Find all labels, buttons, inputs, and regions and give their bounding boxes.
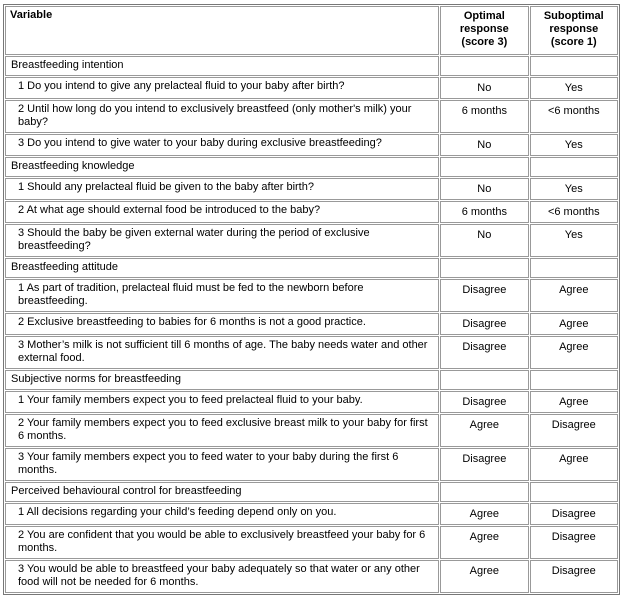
section-title: Breastfeeding intention [5, 56, 440, 76]
question: 2 Your family members expect you to feed… [5, 414, 440, 447]
optimal-response: Agree [440, 414, 529, 447]
optimal-response: Disagree [440, 313, 529, 335]
header-cell: Optimal response (score 3) [440, 6, 529, 55]
header-cell: Suboptimal response (score 1) [529, 6, 618, 55]
optimal-response: Disagree [440, 448, 529, 481]
question: 1 As part of tradition, prelacteal fluid… [5, 279, 440, 312]
header-cell: Variable [5, 6, 440, 55]
empty-cell [529, 370, 618, 390]
section-row: Perceived behavioural control for breast… [5, 482, 618, 502]
suboptimal-response: Yes [529, 77, 618, 99]
optimal-response: Disagree [440, 391, 529, 413]
item-row: 2 Exclusive breastfeeding to babies for … [5, 313, 618, 335]
empty-cell [440, 56, 529, 76]
optimal-response: 6 months [440, 100, 529, 133]
section-title: Breastfeeding attitude [5, 258, 440, 278]
item-row: 2 You are confident that you would be ab… [5, 526, 618, 559]
table-body: Breastfeeding intention 1 Do you intend t… [5, 56, 618, 593]
item-row: 1 As part of tradition, prelacteal fluid… [5, 279, 618, 312]
question: 1 All decisions regarding your child’s f… [5, 503, 440, 525]
section-title: Breastfeeding knowledge [5, 157, 440, 177]
question: 1 Your family members expect you to feed… [5, 391, 440, 413]
question: 2 At what age should external food be in… [5, 201, 440, 223]
suboptimal-response: Agree [529, 313, 618, 335]
suboptimal-response: Yes [529, 134, 618, 156]
section-row: Subjective norms for breastfeeding [5, 370, 618, 390]
optimal-response: No [440, 178, 529, 200]
suboptimal-response: Agree [529, 279, 618, 312]
suboptimal-response: Disagree [529, 503, 618, 525]
table: Variable Optimal response (score 3) Subo… [3, 4, 620, 595]
section-row: Breastfeeding attitude [5, 258, 618, 278]
empty-cell [440, 482, 529, 502]
suboptimal-response: Agree [529, 391, 618, 413]
suboptimal-response: Yes [529, 178, 618, 200]
section-title: Perceived behavioural control for breast… [5, 482, 440, 502]
header-row: Variable Optimal response (score 3) Subo… [5, 6, 618, 55]
optimal-response: Agree [440, 526, 529, 559]
question: 3 Do you intend to give water to your ba… [5, 134, 440, 156]
suboptimal-response: Disagree [529, 526, 618, 559]
optimal-response: 6 months [440, 201, 529, 223]
suboptimal-response: Yes [529, 224, 618, 257]
question: 3 Should the baby be given external wate… [5, 224, 440, 257]
item-row: 2 Your family members expect you to feed… [5, 414, 618, 447]
item-row: 1 All decisions regarding your child’s f… [5, 503, 618, 525]
item-row: 3 Mother’s milk is not sufficient till 6… [5, 336, 618, 369]
suboptimal-response: <6 months [529, 100, 618, 133]
item-row: 1 Do you intend to give any prelacteal f… [5, 77, 618, 99]
empty-cell [440, 370, 529, 390]
suboptimal-response: Agree [529, 336, 618, 369]
empty-cell [529, 157, 618, 177]
suboptimal-response: Disagree [529, 560, 618, 593]
item-row: 2 Until how long do you intend to exclus… [5, 100, 618, 133]
section-row: Breastfeeding knowledge [5, 157, 618, 177]
section-row: Breastfeeding intention [5, 56, 618, 76]
table-container: Variable Optimal response (score 3) Subo… [3, 4, 620, 595]
question: 3 Your family members expect you to feed… [5, 448, 440, 481]
item-row: 3 Your family members expect you to feed… [5, 448, 618, 481]
optimal-response: Disagree [440, 336, 529, 369]
question: 1 Do you intend to give any prelacteal f… [5, 77, 440, 99]
question: 3 Mother’s milk is not sufficient till 6… [5, 336, 440, 369]
question: 2 You are confident that you would be ab… [5, 526, 440, 559]
question: 3 You would be able to breastfeed your b… [5, 560, 440, 593]
section-title: Subjective norms for breastfeeding [5, 370, 440, 390]
item-row: 3 You would be able to breastfeed your b… [5, 560, 618, 593]
page: {"table": { "header": ["Variable", "Opti… [3, 4, 620, 595]
suboptimal-response: Agree [529, 448, 618, 481]
question: 2 Until how long do you intend to exclus… [5, 100, 440, 133]
question: 2 Exclusive breastfeeding to babies for … [5, 313, 440, 335]
suboptimal-response: Disagree [529, 414, 618, 447]
optimal-response: Agree [440, 560, 529, 593]
optimal-response: No [440, 134, 529, 156]
item-row: 1 Should any prelacteal fluid be given t… [5, 178, 618, 200]
item-row: 2 At what age should external food be in… [5, 201, 618, 223]
item-row: 3 Do you intend to give water to your ba… [5, 134, 618, 156]
empty-cell [529, 258, 618, 278]
empty-cell [440, 157, 529, 177]
empty-cell [440, 258, 529, 278]
optimal-response: No [440, 224, 529, 257]
item-row: 1 Your family members expect you to feed… [5, 391, 618, 413]
optimal-response: Agree [440, 503, 529, 525]
empty-cell [529, 56, 618, 76]
suboptimal-response: <6 months [529, 201, 618, 223]
optimal-response: Disagree [440, 279, 529, 312]
item-row: 3 Should the baby be given external wate… [5, 224, 618, 257]
table-head: Variable Optimal response (score 3) Subo… [5, 6, 618, 55]
empty-cell [529, 482, 618, 502]
question: 1 Should any prelacteal fluid be given t… [5, 178, 440, 200]
optimal-response: No [440, 77, 529, 99]
